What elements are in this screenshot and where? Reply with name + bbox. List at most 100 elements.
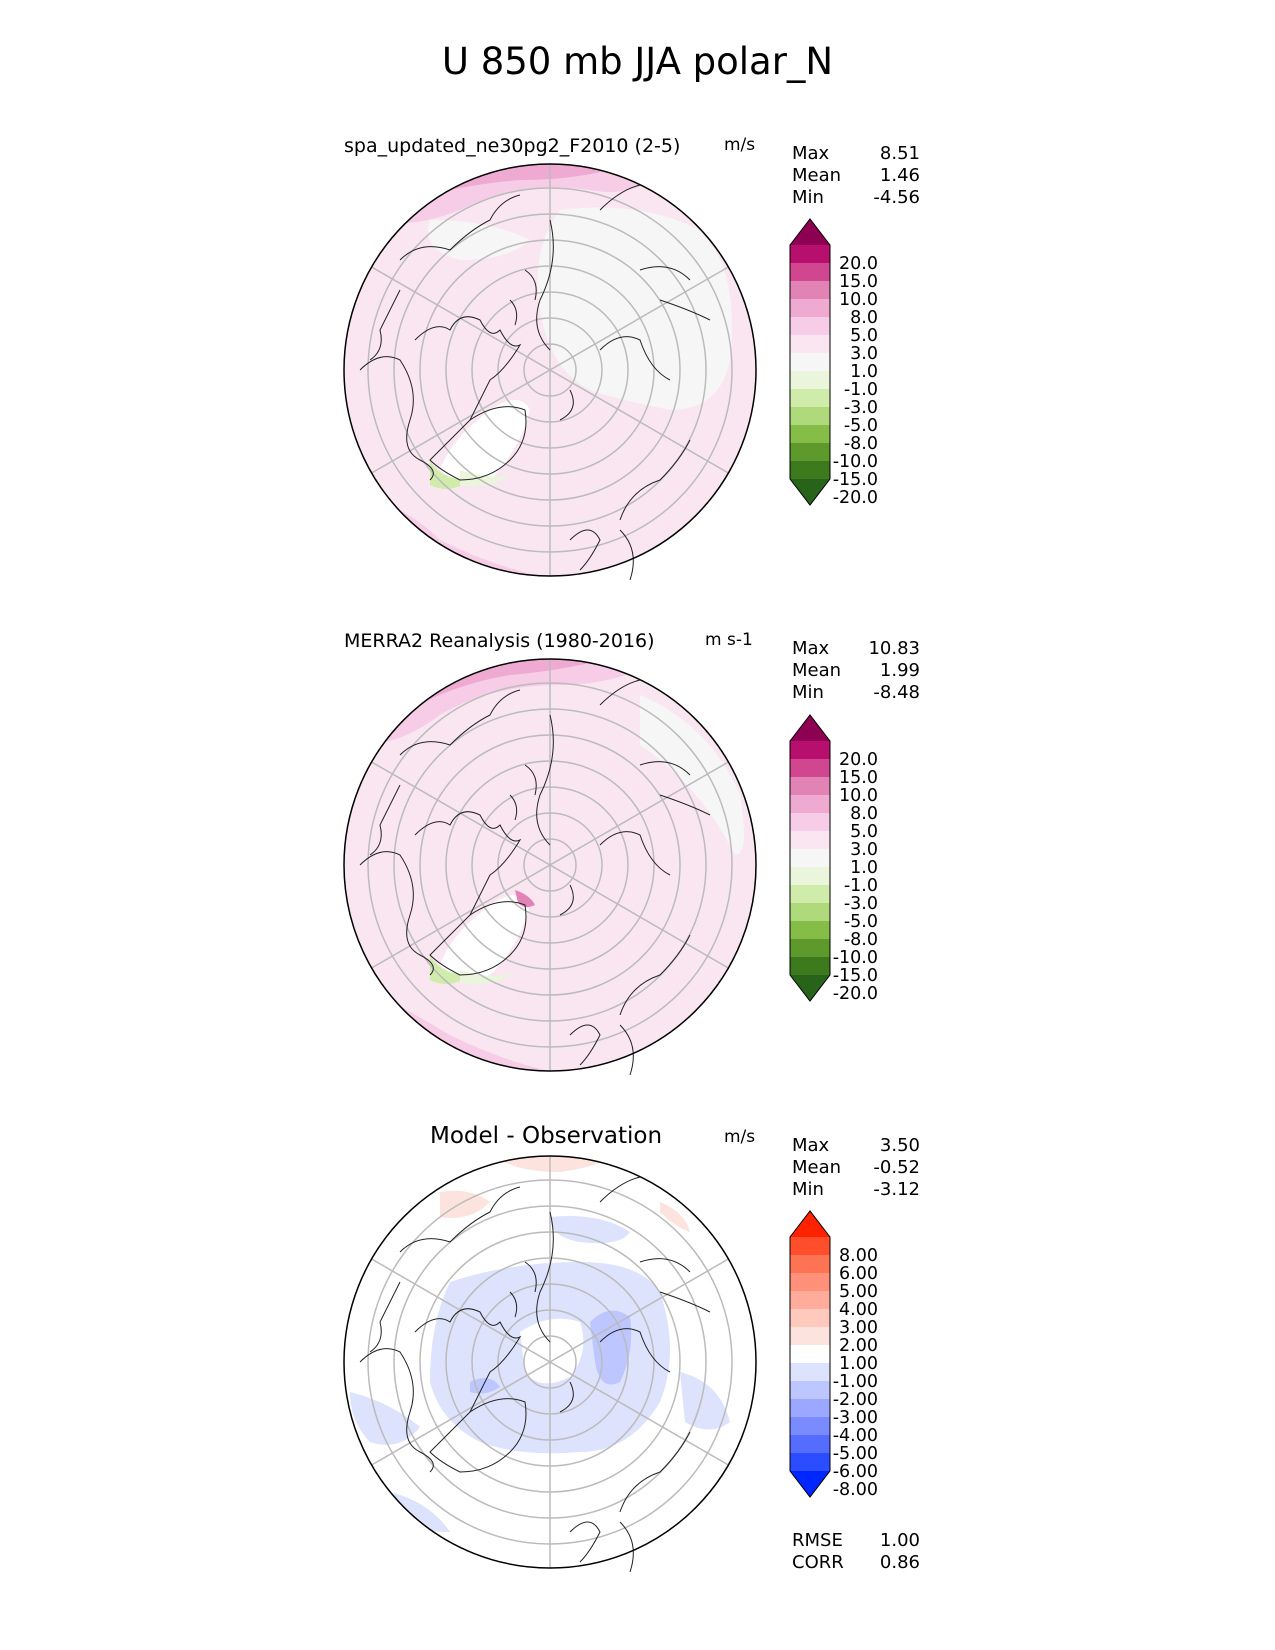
colorbar-tick-label: -4.00 — [833, 1426, 878, 1446]
colorbar-tick-label: 5.00 — [839, 1282, 878, 1302]
colorbar-tick-label: 8.0 — [850, 804, 878, 824]
panel-title: MERRA2 Reanalysis (1980-2016) — [344, 630, 655, 652]
colorbar-tick-label: -5.0 — [844, 416, 878, 436]
colorbar-segment — [790, 1291, 830, 1310]
max-label: Max — [792, 1135, 830, 1156]
panel-units: m/s — [724, 1127, 756, 1147]
colorbar-segment — [790, 903, 830, 922]
colorbar-segment — [790, 777, 830, 796]
colorbar-segment — [790, 443, 830, 462]
colorbar-segment — [790, 425, 830, 444]
mean-label: Mean — [792, 165, 842, 186]
colorbar-tick-label: -5.0 — [844, 912, 878, 932]
colorbar-outline — [789, 218, 831, 506]
colorbar-tick-label: 15.0 — [839, 272, 878, 292]
colorbar-segment — [790, 299, 830, 318]
max-label: Max — [792, 143, 830, 164]
colorbar-tick-label: -10.0 — [833, 452, 878, 472]
colorbar-tick-label: 6.00 — [839, 1264, 878, 1284]
colorbar-tick-label: -3.0 — [844, 894, 878, 914]
panel-units: m/s — [724, 135, 756, 155]
colorbar-segment — [790, 245, 830, 264]
colorbar-segment — [790, 831, 830, 850]
colorbar-segment — [790, 1309, 830, 1328]
colorbar-segment — [790, 741, 830, 760]
max-value: 8.51 — [879, 143, 920, 164]
colorbar-tick-label: 10.0 — [839, 786, 878, 806]
colorbar-reference: 20.015.010.08.05.03.01.0-1.0-3.0-5.0-8.0… — [789, 714, 878, 1004]
skill-stats: RMSE 1.00 CORR 0.86 — [792, 1530, 920, 1574]
panel-stats: Max 3.50 Mean -0.52 Min -3.12 — [792, 1135, 920, 1201]
mean-value: 1.99 — [879, 660, 920, 681]
max-label: Max — [792, 638, 830, 659]
colorbar-segment — [790, 813, 830, 832]
colorbar-segment — [790, 1255, 830, 1274]
colorbar-diff: 8.006.005.004.003.002.001.00-1.00-2.00-3… — [789, 1210, 878, 1500]
colorbar-tick-label: -2.00 — [833, 1390, 878, 1410]
colorbar-segment — [790, 1273, 830, 1292]
colorbar-segment — [790, 957, 830, 976]
mean-label: Mean — [792, 1157, 842, 1178]
colorbar-segment — [790, 371, 830, 390]
colorbar-tick-label: 2.00 — [839, 1336, 878, 1356]
colorbar-tick-label: 1.00 — [839, 1354, 878, 1374]
max-value: 10.83 — [868, 638, 920, 659]
min-value: -4.56 — [873, 187, 920, 208]
colorbar-segment — [790, 461, 830, 480]
panel-title: spa_updated_ne30pg2_F2010 (2-5) — [344, 135, 681, 157]
colorbar-tick-label: 3.0 — [850, 840, 878, 860]
colorbar-segment — [790, 795, 830, 814]
panel-stats: Max 10.83 Mean 1.99 Min -8.48 — [792, 638, 920, 704]
colorbar-tick-label: -20.0 — [833, 984, 878, 1004]
colorbar-tick-label: 8.00 — [839, 1246, 878, 1266]
colorbar-segment — [790, 759, 830, 778]
colorbar-tick-label: -3.00 — [833, 1408, 878, 1428]
colorbar-segment — [790, 263, 830, 282]
colorbar-segment — [790, 1327, 830, 1346]
figure-title: U 850 mb JJA polar_N — [441, 40, 834, 83]
colorbar-tick-label: 20.0 — [839, 254, 878, 274]
colorbar-segment — [790, 281, 830, 300]
colorbar-extend-top — [790, 219, 830, 245]
max-value: 3.50 — [879, 1135, 920, 1156]
colorbar-tick-label: 3.00 — [839, 1318, 878, 1338]
colorbar-tick-label: 5.0 — [850, 326, 878, 346]
colorbar-segment — [790, 921, 830, 940]
polar-map-test — [343, 163, 757, 580]
colorbar-tick-label: -8.0 — [844, 434, 878, 454]
corr-label: CORR — [792, 1552, 844, 1573]
colorbar-tick-label: -15.0 — [833, 966, 878, 986]
mean-value: 1.46 — [879, 165, 920, 186]
colorbar-segment — [790, 1381, 830, 1400]
min-value: -3.12 — [873, 1179, 920, 1200]
colorbar-tick-label: 1.0 — [850, 362, 878, 382]
colorbar-tick-label: -15.0 — [833, 470, 878, 490]
colorbar-segment — [790, 317, 830, 336]
colorbar-tick-label: 20.0 — [839, 750, 878, 770]
colorbar-segment — [790, 389, 830, 408]
colorbar-segment — [790, 1417, 830, 1436]
panel-units: m s-1 — [705, 630, 753, 650]
colorbar-test: 20.015.010.08.05.03.01.0-1.0-3.0-5.0-8.0… — [789, 218, 878, 508]
min-value: -8.48 — [873, 682, 920, 703]
colorbar-tick-label: 4.00 — [839, 1300, 878, 1320]
colorbar-segment — [790, 407, 830, 426]
colorbar-tick-label: -3.0 — [844, 398, 878, 418]
colorbar-extend-bottom — [790, 975, 830, 1001]
colorbar-tick-label: -8.0 — [844, 930, 878, 950]
corr-value: 0.86 — [879, 1552, 920, 1573]
colorbar-tick-label: -1.00 — [833, 1372, 878, 1392]
colorbar-tick-label: 5.0 — [850, 822, 878, 842]
panel-stats: Max 8.51 Mean 1.46 Min -4.56 — [792, 143, 920, 209]
mean-value: -0.52 — [873, 1157, 920, 1178]
colorbar-segment — [790, 1345, 830, 1364]
colorbar-segment — [790, 849, 830, 868]
colorbar-outline — [789, 1210, 831, 1498]
colorbar-tick-label: -1.0 — [844, 876, 878, 896]
min-label: Min — [792, 682, 824, 703]
panel-title: Model - Observation — [430, 1123, 663, 1149]
rmse-value: 1.00 — [879, 1530, 920, 1551]
colorbar-segment — [790, 867, 830, 886]
colorbar-tick-label: 10.0 — [839, 290, 878, 310]
mean-label: Mean — [792, 660, 842, 681]
